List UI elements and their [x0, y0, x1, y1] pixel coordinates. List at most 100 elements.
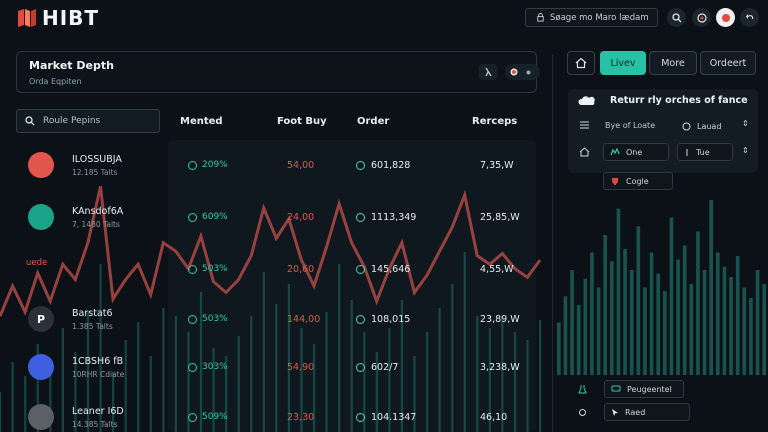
order-value: 601,828	[356, 160, 410, 171]
sliders-icon	[580, 121, 589, 129]
stepper-icon[interactable]: ⇕	[742, 146, 749, 155]
right-volume-bar	[709, 200, 713, 375]
right-volume-bar	[729, 277, 733, 375]
market-depth-card[interactable]: Market Depth Orda Eqpiten	[16, 51, 540, 93]
col-header-mented[interactable]: Mented	[180, 116, 223, 127]
buy-value: 20,60	[287, 264, 315, 275]
pair-search-input[interactable]: Roule Pepins	[16, 109, 160, 133]
right-volume-bar	[689, 284, 694, 375]
right-volume-bar	[755, 270, 760, 375]
refresh-icon	[188, 160, 197, 170]
order-type-select[interactable]: Lauad	[676, 117, 734, 135]
right-volume-bar	[563, 296, 568, 375]
asset-name: 1CBSH6 fB	[72, 356, 124, 367]
right-volume-bar	[749, 298, 753, 375]
right-volume-bar	[576, 305, 581, 375]
order-icon	[356, 363, 365, 372]
asset-avatar	[28, 204, 54, 230]
tab-live[interactable]: Livev	[600, 51, 646, 75]
stepper-icon[interactable]: ⇕	[742, 119, 749, 128]
flask-icon[interactable]	[479, 64, 497, 80]
record-icon	[510, 68, 518, 76]
table-row[interactable]: KAnsdof6A 7, 1480 Talts 609% 24,00 1113,349 2…	[0, 192, 540, 240]
right-volume-bar	[682, 245, 687, 375]
tab-more[interactable]: More	[649, 51, 697, 75]
asset-avatar	[28, 354, 54, 380]
asset-name: Leaner I6D	[72, 406, 124, 417]
order-icon	[356, 213, 365, 222]
search-icon[interactable]	[667, 8, 686, 27]
right-volume-bar	[623, 249, 627, 375]
order-icon	[356, 265, 365, 274]
asset-name: Barstat6	[72, 308, 113, 319]
table-row[interactable]: Leaner I6D 14.385 Talts 509% 23,30 104.1347 4…	[0, 392, 540, 432]
col-header-foot-buy[interactable]: Foot Buy	[277, 116, 327, 127]
table-row[interactable]: P Barstat6 1.385 Talts 503% 144,00 108,015 23,…	[0, 294, 540, 342]
profile-avatar-icon[interactable]	[716, 8, 735, 27]
tab-order[interactable]: Ordeert	[700, 51, 756, 75]
dot-icon	[526, 70, 531, 74]
asset-name: ILOSSUBJA	[72, 154, 122, 165]
order-value: 145,646	[356, 264, 410, 275]
order-value: 1113,349	[356, 212, 416, 223]
side-select-one[interactable]: One	[603, 143, 669, 161]
volume-chart	[557, 200, 766, 375]
change-percent: 303%	[188, 362, 228, 372]
right-volume-bar	[656, 273, 660, 375]
change-percent: 609%	[188, 212, 228, 222]
right-volume-bar	[603, 235, 607, 375]
cup-select[interactable]: Cogle	[603, 172, 673, 190]
bottom-option-one-label: Peugeentel	[627, 384, 672, 394]
brand-logo[interactable]: HIBT	[16, 6, 99, 30]
back-arrow-icon[interactable]	[740, 8, 759, 27]
right-volume-bar	[596, 287, 601, 375]
col-header-receipts[interactable]: Rerceps	[472, 116, 518, 127]
right-volume-bar	[702, 270, 707, 375]
receipts-value: 46,10	[480, 412, 508, 423]
avatar-glyph: P	[36, 312, 46, 326]
home-icon	[575, 57, 587, 69]
top-bar: HIBT Søage mo Maro lædam	[0, 0, 768, 40]
lock-icon	[537, 13, 544, 22]
table-row[interactable]: 1CBSH6 fB 10RHR Cdiate 303% 54,90 602/7 3,238…	[0, 342, 540, 390]
globe-icon[interactable]	[692, 8, 711, 27]
chart-icon	[610, 148, 620, 156]
change-percent: 503%	[188, 314, 228, 324]
table-row[interactable]: ILOSSUBJA 12.185 Talts 209% 54,00 601,828 7,3…	[0, 140, 540, 188]
order-value-text: 108,015	[371, 314, 411, 325]
bottom-option-two[interactable]: Raed	[604, 403, 690, 421]
bottom-option-two-label: Raed	[625, 407, 646, 417]
cursor-icon	[612, 408, 618, 416]
right-volume-bar	[649, 252, 654, 375]
global-search[interactable]: Søage mo Maro lædam	[525, 8, 658, 27]
refresh-icon	[188, 314, 197, 324]
col-header-order[interactable]: Order	[357, 116, 390, 127]
global-search-text: Søage mo Maro lædam	[550, 12, 649, 23]
bottom-option-one[interactable]: Peugeentel	[604, 380, 684, 398]
right-volume-bar	[616, 208, 621, 375]
chart-side-label: uede	[26, 258, 48, 268]
order-value-text: 145,646	[371, 264, 411, 275]
globe-icon	[682, 122, 691, 130]
order-value-text: 601,828	[371, 160, 411, 171]
right-volume-bar	[610, 261, 614, 375]
side-select-two[interactable]: Tue	[677, 143, 733, 161]
receipts-value: 25,85,W	[480, 212, 520, 223]
table-row[interactable]: 503% 20,60 145,646 4,55,W	[0, 244, 540, 292]
home-button[interactable]	[567, 51, 595, 75]
depth-toggle[interactable]	[505, 64, 540, 80]
right-volume-bar	[735, 256, 740, 375]
chat-icon	[611, 385, 621, 392]
right-volume-bar	[762, 284, 766, 375]
right-volume-bar	[696, 231, 700, 375]
order-value: 104.1347	[356, 412, 416, 423]
brand-name: HIBT	[42, 6, 100, 30]
change-percent: 503%	[188, 264, 228, 274]
change-percent-value: 609%	[202, 212, 228, 222]
change-percent-value: 503%	[202, 264, 228, 274]
right-volume-bar	[636, 226, 641, 375]
order-icon	[356, 315, 365, 324]
order-icon	[356, 161, 365, 170]
right-volume-bar	[742, 287, 747, 375]
refresh-icon	[188, 212, 197, 222]
